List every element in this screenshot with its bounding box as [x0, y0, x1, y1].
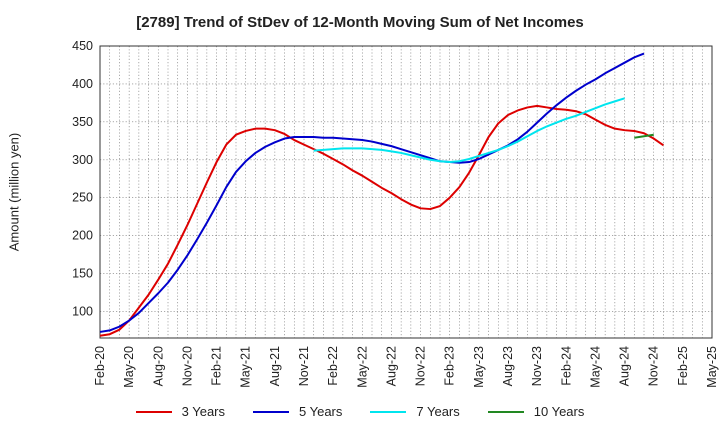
y-tick-label: 350: [72, 115, 93, 129]
legend-swatch: [487, 410, 524, 413]
x-tick-label: Feb-20: [93, 346, 107, 386]
legend: 3 Years 5 Years 7 Years 10 Years: [0, 404, 720, 419]
x-tick-label: Aug-21: [268, 346, 282, 386]
x-tick-label: Feb-22: [326, 346, 340, 386]
legend-item: 3 Years: [135, 404, 225, 419]
x-tick-label: May-25: [705, 346, 719, 388]
axis-layer: 100 150 200 250 300 350 400 450 Feb-20 May-20 Aug-…: [72, 39, 719, 388]
y-tick-label: 200: [72, 229, 93, 243]
series-line-10-years: [634, 133, 654, 139]
x-tick-label: Nov-22: [414, 346, 428, 386]
x-tick-label: Aug-23: [501, 346, 515, 386]
x-tick-label: Aug-24: [618, 346, 632, 386]
x-tick-label: Nov-21: [297, 346, 311, 386]
legend-item: 10 Years: [487, 404, 585, 419]
chart-title: [2789] Trend of StDev of 12-Month Moving…: [136, 14, 584, 31]
legend-swatch: [370, 410, 407, 413]
y-tick-label: 400: [72, 77, 93, 91]
x-tick-label: Nov-24: [647, 346, 661, 386]
series-line-5-years: [99, 52, 645, 333]
legend-label: 10 Years: [533, 404, 585, 419]
x-tick-label: Feb-24: [559, 346, 573, 386]
plot-frame: [99, 45, 713, 339]
legend-label: 7 Years: [416, 404, 460, 419]
x-tick-label: May-21: [239, 346, 253, 388]
legend-label: 5 Years: [299, 404, 343, 419]
y-tick-label: 100: [72, 304, 93, 318]
x-tick-label: May-20: [122, 346, 136, 388]
x-tick-label: Feb-25: [676, 346, 690, 386]
x-tick-label: Nov-20: [180, 346, 194, 386]
x-tick-label: May-22: [355, 346, 369, 388]
x-tick-label: Nov-23: [530, 346, 544, 386]
x-tick-label: Aug-20: [151, 346, 165, 386]
series-layer: [99, 52, 665, 337]
x-tick-label: Feb-21: [210, 346, 224, 386]
grid-layer: [99, 45, 713, 338]
y-tick-label: 250: [72, 191, 93, 205]
y-tick-label: 450: [72, 39, 93, 53]
y-tick-label: 150: [72, 267, 93, 281]
legend-swatch: [253, 410, 289, 413]
legend-label: 3 Years: [181, 404, 225, 419]
series-line-3-years: [99, 104, 665, 337]
legend-item: 5 Years: [253, 404, 342, 419]
x-tick-label: Feb-23: [443, 346, 457, 386]
y-tick-label: 300: [72, 153, 93, 167]
x-tick-label: Aug-22: [384, 346, 398, 386]
legend-item: 7 Years: [370, 404, 460, 419]
x-tick-label: May-24: [588, 346, 602, 388]
series-line-7-years: [313, 97, 625, 164]
legend-swatch: [135, 410, 172, 413]
x-tick-label: May-23: [472, 346, 486, 388]
